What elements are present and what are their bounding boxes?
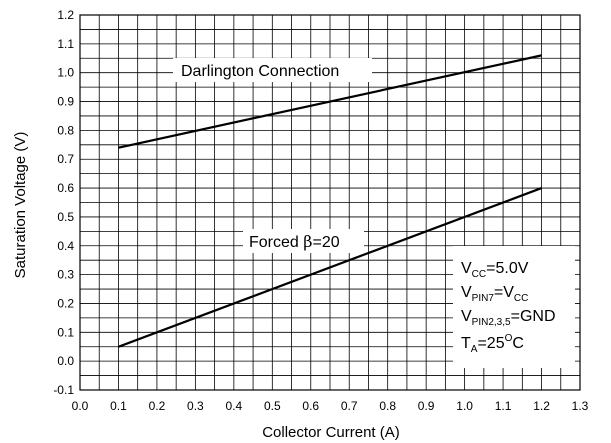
forced-label-box	[243, 229, 364, 253]
condition-vcc-value: =5.0V	[486, 260, 529, 277]
y-tick-label: 0.2	[57, 296, 74, 310]
condition-ta-sub: A	[471, 344, 478, 355]
condition-vpin7-sub: PIN7	[472, 293, 495, 304]
y-tick-label: 1.2	[57, 8, 74, 22]
darlington-label: Darlington Connection	[181, 63, 339, 80]
x-tick-label: 0.2	[149, 399, 166, 413]
darlington-label-box	[173, 58, 372, 82]
condition-vcc: VCC=5.0V	[461, 260, 529, 280]
y-tick-label: 0.9	[57, 95, 74, 109]
tick-labels: 0.0 0.1 0.2 0.3 0.4 0.5 0.6 0.7 0.8 0.9 1.0 1.1 1.2 1…	[53, 8, 588, 413]
y-tick-label: 0.4	[57, 239, 74, 253]
series-lines	[118, 54, 542, 348]
condition-vpin7-eq-sub: CC	[514, 293, 528, 304]
x-tick-label: 1.2	[533, 399, 550, 413]
x-tick-label: 0.5	[264, 399, 281, 413]
y-axis-label: Saturation Voltage (V)	[12, 132, 29, 279]
forced-label-suffix: =20	[313, 234, 340, 251]
y-tick-label: 1.1	[57, 37, 74, 51]
y-tick-label: 1.0	[57, 66, 74, 80]
x-tick-label: 0.0	[72, 399, 89, 413]
series-line-darlington	[118, 54, 542, 149]
y-tick-label: 0.7	[57, 152, 74, 166]
x-tick-label: 0.7	[341, 399, 358, 413]
y-tick-label: 0.0	[57, 354, 74, 368]
x-tick-label: 0.3	[187, 399, 204, 413]
condition-ta-eq: =25	[477, 335, 504, 352]
condition-vcc-sub: CC	[472, 269, 486, 280]
condition-vpin7-eq: =V	[494, 284, 514, 301]
y-tick-label: 0.1	[57, 325, 74, 339]
plot-frame	[79, 14, 581, 391]
condition-vpin235-sub: PIN2,3,5	[472, 317, 511, 328]
y-tick-label: 0.6	[57, 181, 74, 195]
y-tick-label: 0.8	[57, 123, 74, 137]
forced-label-beta: β	[303, 232, 312, 251]
y-tick-label: 0.5	[57, 210, 74, 224]
condition-vpin235: VPIN2,3,5=GND	[461, 308, 556, 328]
x-tick-label: 0.9	[418, 399, 435, 413]
y-tick-label: -0.1	[53, 383, 74, 397]
x-tick-label: 0.4	[226, 399, 243, 413]
x-tick-label: 1.1	[495, 399, 512, 413]
condition-vcc-main: V	[461, 260, 472, 277]
x-tick-label: 0.8	[379, 399, 396, 413]
condition-ta-sup: O	[505, 333, 513, 344]
condition-ta-main: T	[461, 335, 471, 352]
condition-ta-unit: C	[512, 335, 524, 352]
y-tick-label: 0.3	[57, 268, 74, 282]
condition-vpin7-main: V	[461, 284, 472, 301]
x-tick-label: 1.0	[456, 399, 473, 413]
forced-label: Forced β=20	[249, 232, 340, 251]
condition-vpin7: VPIN7=VCC	[461, 284, 528, 304]
x-axis-label: Collector Current (A)	[262, 424, 400, 441]
x-tick-label: 0.6	[302, 399, 319, 413]
condition-ta: TA=25OC	[461, 333, 524, 355]
condition-vpin235-value: =GND	[511, 308, 556, 325]
series-line-forced-beta	[118, 187, 542, 348]
condition-vpin235-main: V	[461, 308, 472, 325]
conditions-box	[453, 246, 575, 368]
forced-label-prefix: Forced	[249, 234, 303, 251]
x-tick-label: 0.1	[110, 399, 127, 413]
x-tick-label: 1.3	[572, 399, 589, 413]
